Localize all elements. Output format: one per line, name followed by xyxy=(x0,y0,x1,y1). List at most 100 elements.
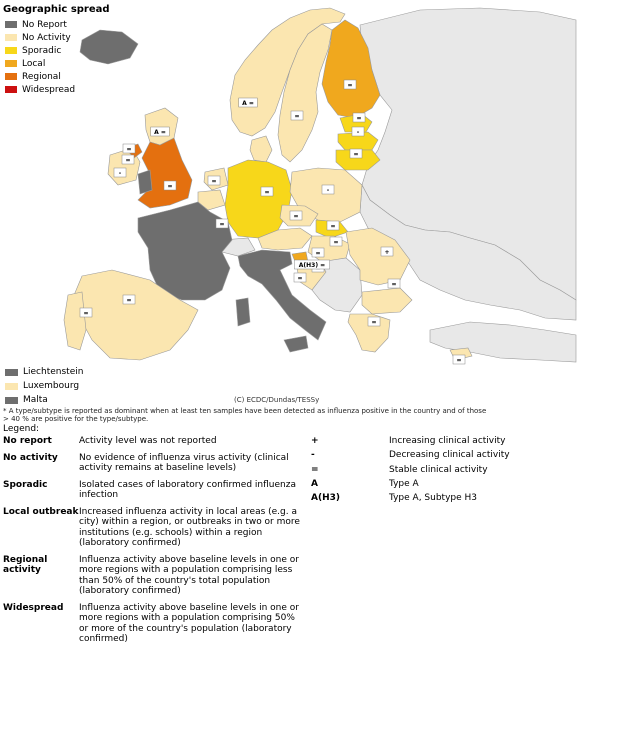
legend-swatch xyxy=(5,86,17,93)
definition-description: Influenza activity above baseline levels… xyxy=(79,554,299,597)
definition-description: Influenza activity above baseline levels… xyxy=(79,602,299,645)
map-trend-text: = xyxy=(126,297,131,304)
map-trend-text: = xyxy=(294,113,299,120)
map-trend-text: - xyxy=(327,187,330,194)
activity-definitions: No report Activity level was not reported… xyxy=(3,436,303,651)
symbol: + xyxy=(311,436,319,446)
legend-label: Sporadic xyxy=(22,45,62,56)
turkey-region xyxy=(429,321,577,363)
definition-description: Activity level was not reported xyxy=(79,436,217,446)
map-trend-text: = xyxy=(167,183,172,190)
map-trend-text: = xyxy=(391,281,396,288)
map-trend-text: = xyxy=(330,223,335,230)
symbol: A xyxy=(311,478,318,489)
map-trend-text: = xyxy=(315,250,320,257)
definition-row: Sporadic Isolated cases of laboratory con… xyxy=(3,480,303,501)
map-trend-label: = xyxy=(290,110,304,121)
map-trend-label: - xyxy=(321,184,335,195)
map-trend-text: = xyxy=(83,310,88,317)
portugal xyxy=(63,291,87,351)
map-trend-text: = xyxy=(293,213,298,220)
definition-term: Sporadic xyxy=(3,479,48,490)
iceland xyxy=(79,29,139,65)
map-trend-label: = xyxy=(289,210,303,221)
legend-item: Regional xyxy=(5,70,75,83)
map-trend-label: = xyxy=(329,236,343,247)
map-trend-text: - xyxy=(357,129,360,136)
small-country-item: Liechtenstein xyxy=(5,365,83,379)
map-trend-label: = xyxy=(293,272,307,283)
map-trend-text: - xyxy=(119,170,122,177)
legend-item: Widespread xyxy=(5,83,75,96)
small-countries-legend: Liechtenstein Luxembourg Malta xyxy=(5,365,83,407)
definition-row: No activity No evidence of influenza viru… xyxy=(3,453,303,474)
definition-term: Regional activity xyxy=(3,554,48,576)
map-trend-label: = xyxy=(452,354,466,365)
bulgaria xyxy=(361,287,413,315)
belgium xyxy=(197,189,226,211)
map-trend-text: = xyxy=(353,151,358,158)
legend-swatch xyxy=(5,60,17,67)
symbol-row: = Stable clinical activity xyxy=(311,465,611,479)
symbol-definitions: + Increasing clinical activity - Decreasing… xyxy=(311,436,611,507)
map-trend-label: = xyxy=(122,294,136,305)
definition-row: Regional activity Influenza activity abov… xyxy=(3,555,303,597)
symbol: - xyxy=(311,450,315,461)
legend-item: No Report xyxy=(5,18,75,31)
europe-map: A ===A ===-===-===-=====+A(H3) ======= xyxy=(63,7,577,365)
map-trend-label: = xyxy=(121,154,135,165)
symbol-row: A(H3) Type A, Subtype H3 xyxy=(311,493,611,507)
italy xyxy=(237,249,327,341)
symbol-description: Stable clinical activity xyxy=(389,464,488,475)
map-trend-text: = xyxy=(125,157,130,164)
legend-label: Legend: xyxy=(3,424,40,434)
map-trend-label: = xyxy=(207,175,221,186)
small-country-swatch xyxy=(5,382,18,390)
symbol-description: Type A xyxy=(389,478,419,489)
symbol-description: Increasing clinical activity xyxy=(389,436,506,446)
map-trend-label: = xyxy=(387,278,401,289)
legend-label: No Report xyxy=(22,19,67,30)
map-trend-text: A = xyxy=(242,100,254,107)
small-country-swatch xyxy=(5,396,18,404)
map-trend-text: = xyxy=(219,221,224,228)
france xyxy=(137,201,233,301)
legend-label: Local xyxy=(22,58,46,69)
footnote: * A type/subtype is reported as dominant… xyxy=(3,407,487,423)
symbol: A(H3) xyxy=(311,493,340,504)
small-country-label: Luxembourg xyxy=(23,381,80,391)
definition-row: Widespread Influenza activity above basel… xyxy=(3,603,303,645)
definition-term: No report xyxy=(3,436,52,446)
symbol-row: - Decreasing clinical activity xyxy=(311,450,611,464)
definition-term: No activity xyxy=(3,452,58,463)
austria xyxy=(257,227,313,251)
map-trend-label: A = xyxy=(150,126,170,137)
activity-legend: No Report No Activity Sporadic Local Regiona… xyxy=(5,18,75,96)
legend-swatch xyxy=(5,34,17,41)
symbol-description: Decreasing clinical activity xyxy=(389,450,510,461)
map-trend-label: A(H3) = xyxy=(294,259,330,270)
map-trend-text: = xyxy=(333,239,338,246)
symbol: = xyxy=(311,464,319,475)
map-trend-label: A = xyxy=(238,97,258,108)
map-trend-text: A(H3) = xyxy=(299,262,325,269)
definition-term: Widespread xyxy=(3,602,64,613)
copyright: (C) ECDC/Dundas/TESSy xyxy=(234,396,320,404)
map-trend-label: - xyxy=(351,126,365,137)
map-trend-text: + xyxy=(384,249,389,256)
legend-item: Sporadic xyxy=(5,44,75,57)
map-trend-text: = xyxy=(356,115,361,122)
map-trend-label: = xyxy=(367,316,381,327)
definition-description: Increased influenza activity in local ar… xyxy=(79,506,300,549)
map-trend-text: = xyxy=(297,275,302,282)
map-trend-label: = xyxy=(326,220,340,231)
symbol-row: A Type A xyxy=(311,479,611,493)
map-trend-text: = xyxy=(347,82,352,89)
sardinia xyxy=(235,297,251,327)
map-trend-text: = xyxy=(211,178,216,185)
denmark xyxy=(249,135,273,163)
map-trend-label: - xyxy=(113,167,127,178)
definition-description: No evidence of influenza virus activity … xyxy=(79,452,289,474)
map-trend-text: A = xyxy=(154,129,166,136)
small-country-swatch xyxy=(5,368,18,376)
